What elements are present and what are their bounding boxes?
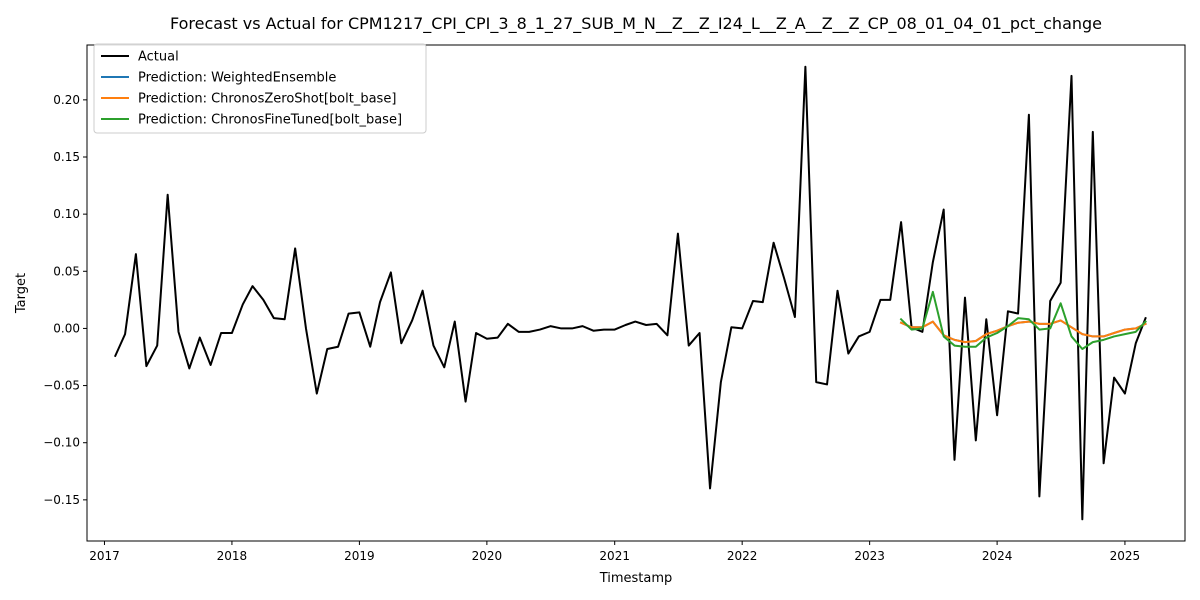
y-tick-label: 0.15 [53, 150, 80, 164]
legend-label-1: Prediction: WeightedEnsemble [138, 71, 336, 86]
x-axis-label: Timestamp [599, 571, 673, 586]
axes-frame [86, 44, 1186, 542]
x-tick-label: 2019 [344, 549, 375, 563]
x-tick-label: 2018 [217, 549, 248, 563]
x-tick-label: 2020 [472, 549, 503, 563]
legend-label-2: Prediction: ChronosZeroShot[bolt_base] [138, 92, 396, 107]
x-tick-label: 2022 [727, 549, 758, 563]
y-tick-label: 0.05 [53, 264, 80, 278]
y-axis-ticks: −0.15 −0.10 −0.05 0.00 0.05 0.10 0.15 0.20 [43, 93, 87, 507]
chart-title: Forecast vs Actual for CPM1217_CPI_CPI_3… [170, 14, 1102, 34]
y-axis-label: Target [14, 273, 29, 314]
x-tick-label: 2024 [982, 549, 1013, 563]
x-tick-label: 2017 [89, 549, 120, 563]
legend-box [93, 43, 427, 134]
x-tick-label: 2023 [854, 549, 885, 563]
series-line-0 [113, 65, 1147, 521]
plot-area [86, 44, 1186, 542]
y-tick-label: 0.20 [53, 93, 80, 107]
y-tick-label: −0.15 [43, 493, 80, 507]
y-tick-label: 0.10 [53, 207, 80, 221]
series-line-3 [899, 290, 1147, 350]
x-axis-ticks: 2017 2018 2019 2020 2021 2022 2023 2024 2025 [89, 541, 1140, 563]
x-tick-label: 2021 [599, 549, 630, 563]
x-tick-label: 2025 [1110, 549, 1141, 563]
y-tick-label: −0.05 [43, 379, 80, 393]
legend: Actual Prediction: WeightedEnsemble Predic… [93, 43, 427, 134]
y-tick-label: −0.10 [43, 436, 80, 450]
series-layer [113, 65, 1147, 521]
legend-label-0: Actual [138, 50, 179, 65]
legend-label-3: Prediction: ChronosFineTuned[bolt_base] [138, 113, 402, 128]
y-tick-label: 0.00 [53, 321, 80, 335]
